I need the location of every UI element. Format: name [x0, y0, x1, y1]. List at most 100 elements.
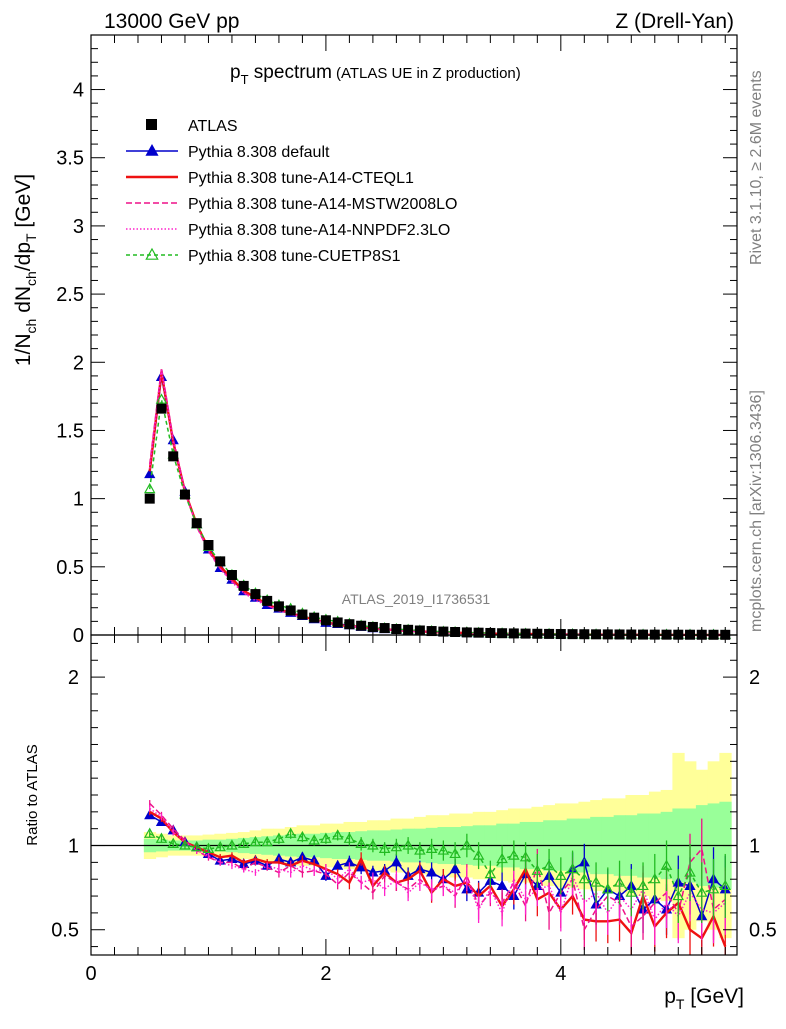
- legend-marker-atlas: [146, 119, 157, 130]
- ylabel-part-3: /dp: [12, 242, 35, 271]
- ratio-point-cuetp: [449, 847, 461, 859]
- legend-item-default: Pythia 8.308 default: [126, 143, 330, 161]
- ratio-point-cuetp: [190, 840, 203, 852]
- ylabel-sub-ch-2: ch: [23, 271, 39, 286]
- rivet-label: Rivet 3.1.10, ≥ 2.6M events: [748, 70, 765, 265]
- legend-label-default: Pythia 8.308 default: [188, 144, 330, 161]
- plot-title-main: p: [230, 62, 241, 83]
- atlas-point: [356, 620, 367, 631]
- ratio-point-cuetp: [378, 842, 391, 853]
- atlas-point: [250, 589, 261, 600]
- atlas-point: [332, 617, 343, 628]
- plot-title: pT spectrum (ATLAS UE in Z production): [230, 62, 521, 87]
- ylabel-sub-t: T: [23, 233, 39, 242]
- legend-marker-default: [145, 143, 159, 156]
- ratio-ytick-label-left: 1: [68, 836, 79, 858]
- atlas-point: [262, 595, 273, 606]
- atlas-point: [544, 628, 555, 639]
- ratio-point-cuetp: [602, 883, 614, 894]
- ratio-x-ticks: 0 2 4: [85, 635, 726, 985]
- xlabel-p: p: [664, 985, 676, 1008]
- ratio-line-nnpdf: [149, 807, 726, 922]
- xlabel-unit: [GeV]: [684, 985, 744, 1008]
- ratio-point-cuetp: [531, 864, 544, 875]
- x-tick-label: 2: [320, 963, 331, 985]
- main-panel: 0 0.5 1 1.5 2 2.5 3 3.5 4: [56, 34, 738, 647]
- ratio-line-cteql1: [149, 810, 727, 948]
- atlas-point: [144, 493, 155, 504]
- ratio-point-cuetp: [167, 837, 179, 848]
- main-y-ticks: 0 0.5 1 1.5 2 2.5 3 3.5 4: [56, 34, 737, 647]
- atlas-point: [379, 623, 390, 634]
- legend-item-atlas: ATLAS: [146, 118, 238, 135]
- ratio-point-cuetp: [496, 852, 508, 864]
- main-ytick-label: 2.5: [56, 284, 84, 306]
- legend-item-cteql1: Pythia 8.308 tune-A14-CTEQL1: [126, 170, 414, 187]
- ratio-point-cuetp: [284, 827, 297, 838]
- main-line-nnpdf: [148, 370, 726, 636]
- ratio-point-cuetp: [660, 859, 673, 870]
- ratio-plot-area: [91, 752, 737, 955]
- ratio-point-default: [426, 866, 438, 877]
- atlas-point: [203, 540, 214, 550]
- plot-title-extra: (ATLAS UE in Z production): [336, 65, 521, 82]
- legend-label-mstw: Pythia 8.308 tune-A14-MSTW2008LO: [188, 196, 457, 213]
- main-line-cuetp: [148, 399, 726, 636]
- atlas-point: [238, 580, 249, 591]
- ratio-point-cuetp: [707, 883, 720, 894]
- ratio-point-cuetp: [578, 872, 591, 884]
- ratio-point-cuetp: [390, 840, 403, 852]
- atlas-point: [215, 556, 226, 567]
- main-ytick-label: 0.5: [56, 557, 84, 579]
- mcplots-label: mcplots.cern.ch [arXiv:1306.3436]: [748, 390, 765, 632]
- ratio-point-cuetp: [343, 832, 356, 843]
- legend-label-nnpdf: Pythia 8.308 tune-A14-NNPDF2.3LO: [188, 222, 450, 239]
- plot-title-rest: spectrum: [249, 62, 332, 83]
- x-tick-label: 4: [555, 963, 566, 985]
- ratio-point-cuetp: [437, 844, 450, 855]
- ratio-point-cuetp: [296, 830, 309, 842]
- ratio-ytick-label-right: 1: [749, 836, 760, 858]
- ratio-point-cuetp: [590, 876, 602, 887]
- atlas-point: [403, 624, 414, 635]
- atlas-point: [156, 403, 167, 414]
- ylabel-part-1: 1/N: [12, 333, 35, 366]
- legend-item-cuetp: Pythia 8.308 tune-CUETP8S1: [126, 247, 401, 265]
- atlas-point: [344, 619, 355, 630]
- xlabel-sub-t: T: [676, 996, 685, 1012]
- ratio-y-ticks: 0.5 0.5 1 1 2 2: [51, 642, 777, 948]
- main-ytick-label: 1.5: [56, 420, 84, 442]
- ratio-point-cuetp: [566, 862, 579, 874]
- ratio-point-default: [449, 863, 461, 874]
- atlas-point: [309, 612, 320, 623]
- ylabel-part-4: [GeV]: [12, 174, 35, 234]
- atlas-point: [191, 518, 202, 529]
- main-ytick-label: 2: [73, 352, 84, 374]
- ratio-point-cuetp: [508, 849, 520, 860]
- atlas-point: [473, 627, 484, 638]
- main-point-cuetp: [155, 393, 168, 404]
- header-left: 13000 GeV pp: [104, 10, 239, 33]
- ratio-point-cuetp: [402, 839, 414, 850]
- x-axis-label: pT [GeV]: [664, 985, 744, 1012]
- ratio-ytick-label-left: 2: [68, 667, 79, 689]
- ratio-point-cuetp: [261, 835, 273, 847]
- ratio-point-cuetp: [684, 866, 696, 877]
- ratio-point-cuetp: [472, 849, 485, 860]
- main-y-axis-label: 1/Nch dNch/dpT [GeV]: [12, 174, 39, 366]
- atlas-point: [179, 489, 190, 500]
- ratio-ytick-label-right: 0.5: [749, 920, 777, 942]
- legend-item-mstw: Pythia 8.308 tune-A14-MSTW2008LO: [126, 196, 457, 213]
- ratio-panel: 0.5 0.5 1 1 2 2 0 2 4: [51, 634, 777, 985]
- ratio-point-cuetp: [179, 839, 191, 850]
- ratio-point-cuetp: [249, 835, 262, 847]
- header-right: Z (Drell-Yan): [615, 10, 734, 33]
- main-point-cuetp: [143, 482, 156, 494]
- ratio-point-cuetp: [637, 879, 649, 891]
- ratio-point-cuetp: [331, 829, 344, 840]
- main-x-ticks: [90, 35, 726, 635]
- main-ytick-label: 1: [73, 489, 84, 511]
- atlas-point: [591, 629, 602, 640]
- legend-item-nnpdf: Pythia 8.308 tune-A14-NNPDF2.3LO: [126, 222, 450, 239]
